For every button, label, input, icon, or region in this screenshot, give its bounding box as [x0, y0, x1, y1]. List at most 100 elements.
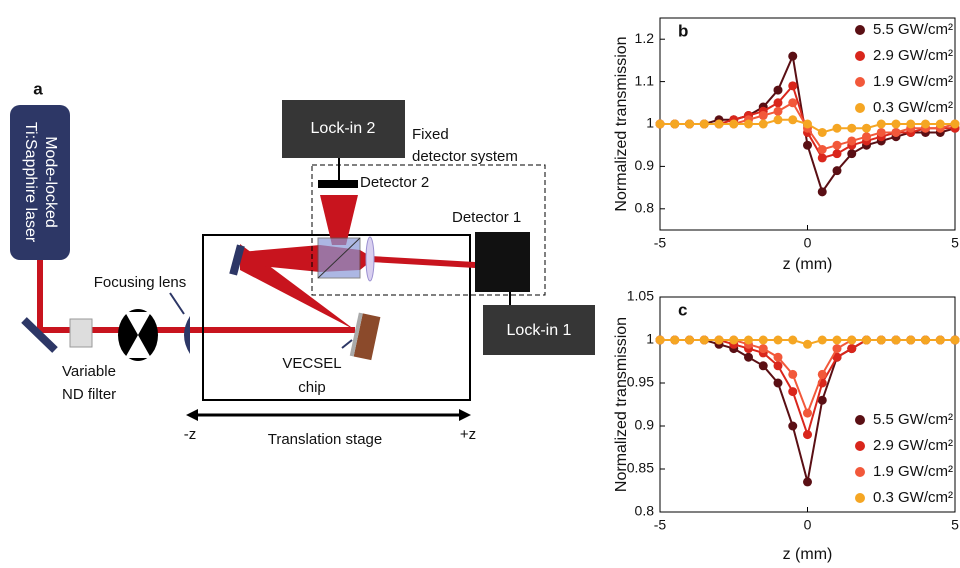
data-point — [832, 344, 842, 354]
detector2 — [318, 180, 358, 188]
panel-label: b — [678, 21, 688, 40]
data-point — [773, 115, 783, 125]
legend-label: 5.5 GW/cm² — [873, 411, 953, 428]
data-point — [876, 127, 886, 137]
legend-marker — [855, 467, 865, 477]
lockin2-label: Lock-in 2 — [311, 120, 376, 137]
focusing-lens — [184, 316, 190, 354]
data-point — [817, 127, 827, 137]
y-tick-label: 0.95 — [627, 374, 654, 390]
legend-marker — [855, 77, 865, 87]
data-point — [935, 119, 945, 129]
lockin1-box — [483, 305, 595, 355]
data-point — [847, 344, 857, 354]
lens — [365, 236, 375, 282]
data-point — [729, 119, 739, 129]
y-tick-label: 1.2 — [635, 30, 655, 46]
detector1 — [475, 232, 530, 292]
data-point — [744, 352, 753, 362]
data-point — [685, 335, 694, 345]
y-tick-label: 0.9 — [635, 417, 655, 433]
detector1-label: Detector 1 — [452, 209, 521, 226]
data-point — [847, 149, 857, 159]
data-point — [685, 119, 694, 129]
data-point — [773, 335, 783, 345]
x-tick-label: 5 — [951, 235, 959, 251]
x-axis-label: z (mm) — [783, 256, 833, 273]
data-point — [803, 339, 812, 349]
data-point — [773, 378, 783, 388]
data-point — [773, 85, 783, 95]
data-point — [788, 369, 798, 379]
y-tick-label: 0.9 — [635, 157, 655, 173]
data-point — [803, 430, 812, 440]
legend-label: 2.9 GW/cm² — [873, 47, 953, 64]
y-axis-label: Normalized transmission — [613, 317, 630, 492]
lockin2-box — [282, 100, 405, 158]
data-point — [803, 408, 812, 418]
legend-marker — [855, 441, 865, 451]
data-point — [699, 119, 709, 129]
x-tick-label: 0 — [804, 517, 812, 533]
chopper — [118, 309, 158, 361]
data-point — [862, 132, 871, 142]
data-point — [876, 119, 886, 129]
data-point — [788, 98, 798, 108]
nd-label: Variable — [62, 363, 116, 380]
pointer — [169, 292, 185, 315]
legend-label: 1.9 GW/cm² — [873, 73, 953, 90]
vecsel-label: chip — [298, 379, 326, 396]
data-point — [832, 166, 842, 176]
data-point — [655, 119, 665, 129]
data-point — [876, 335, 886, 345]
data-point — [714, 335, 724, 345]
data-point — [788, 421, 798, 431]
data-point — [758, 111, 768, 121]
data-point — [744, 335, 753, 345]
data-point — [817, 369, 827, 379]
laser-label: Mode-locked Ti:Sapphire laser — [22, 122, 59, 243]
fixed-label: detector system — [412, 148, 518, 165]
x-tick-label: 0 — [804, 235, 812, 251]
y-tick-label: 0.85 — [627, 460, 654, 476]
data-point — [803, 119, 812, 129]
data-point — [670, 119, 680, 129]
beam-splitter-diagonal — [317, 237, 361, 279]
data-point — [744, 119, 753, 129]
legend-marker — [855, 415, 865, 425]
minus-z: -z — [184, 426, 197, 443]
data-point — [832, 335, 842, 345]
detector2-label: Detector 2 — [360, 174, 429, 191]
data-point — [921, 335, 930, 345]
data-point — [817, 187, 827, 197]
data-point — [803, 477, 812, 487]
data-point — [906, 119, 916, 129]
data-point — [758, 119, 768, 129]
data-point — [788, 81, 798, 91]
beam — [320, 195, 358, 245]
data-point — [862, 123, 871, 133]
legend-label: 5.5 GW/cm² — [873, 21, 953, 38]
stage-label: Translation stage — [268, 431, 383, 448]
data-point — [788, 335, 798, 345]
data-point — [655, 335, 665, 345]
legend-label: 0.3 GW/cm² — [873, 489, 953, 506]
data-point — [773, 352, 783, 362]
data-point — [788, 387, 798, 397]
beam — [37, 327, 355, 333]
data-point — [817, 144, 827, 154]
data-point — [832, 140, 842, 150]
mirror — [229, 244, 245, 276]
data-point — [788, 115, 798, 125]
data-point — [847, 123, 857, 133]
pointer — [341, 339, 353, 349]
data-point — [729, 335, 739, 345]
data-point — [891, 335, 901, 345]
y-tick-label: 0.8 — [635, 200, 655, 216]
y-axis-label: Normalized transmission — [613, 36, 630, 211]
data-point — [847, 335, 857, 345]
data-point — [832, 352, 842, 362]
data-point — [921, 119, 930, 129]
y-tick-label: 0.8 — [635, 503, 655, 519]
